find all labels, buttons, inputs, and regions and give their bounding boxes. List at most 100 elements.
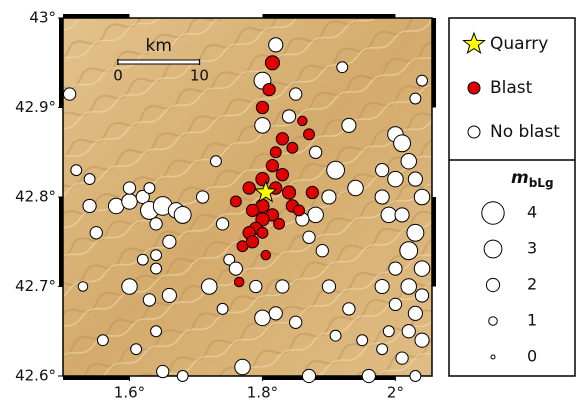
size-legend-label: 1 xyxy=(527,311,537,330)
event-marker xyxy=(163,235,176,248)
legend xyxy=(449,18,575,376)
event-marker xyxy=(78,282,88,292)
legend-label: No blast xyxy=(490,122,560,142)
event-marker xyxy=(395,208,409,222)
event-marker xyxy=(196,191,208,203)
event-marker xyxy=(177,371,188,382)
event-marker xyxy=(302,369,315,382)
event-marker xyxy=(282,186,295,199)
event-marker xyxy=(389,298,401,310)
scale-bar xyxy=(118,60,199,64)
size-legend-label: 4 xyxy=(527,203,537,222)
event-marker xyxy=(157,365,169,377)
event-marker xyxy=(383,326,394,337)
event-marker xyxy=(389,262,402,275)
event-marker xyxy=(303,231,315,243)
event-marker xyxy=(342,118,356,132)
event-marker xyxy=(90,227,102,239)
event-marker xyxy=(388,171,404,187)
frame-bar xyxy=(432,18,436,108)
map-figure: 1.6°1.8°2°42.6°42.7°42.8°42.9°43°km010Qu… xyxy=(0,0,577,405)
event-marker xyxy=(123,182,135,194)
event-marker xyxy=(131,344,142,355)
size-legend-label: 3 xyxy=(527,239,537,258)
y-tick-label: 42.8° xyxy=(15,188,56,206)
event-marker xyxy=(256,101,268,113)
event-marker xyxy=(316,245,328,257)
frame-bar xyxy=(432,197,436,287)
event-marker xyxy=(290,88,302,100)
size-legend-title-sub: bLg xyxy=(529,176,554,190)
event-marker xyxy=(287,142,298,153)
x-tick-label: 2° xyxy=(387,384,404,402)
event-marker xyxy=(362,369,375,382)
event-marker xyxy=(304,129,315,140)
event-marker xyxy=(357,335,368,346)
event-marker xyxy=(290,316,302,328)
event-marker xyxy=(408,306,422,320)
event-marker xyxy=(415,289,428,302)
event-marker xyxy=(269,307,282,320)
event-marker xyxy=(143,294,155,306)
event-marker xyxy=(255,118,271,133)
x-tick-label: 1.6° xyxy=(114,384,145,402)
event-marker xyxy=(255,310,271,326)
event-marker xyxy=(274,218,285,229)
event-marker xyxy=(84,174,95,185)
event-marker xyxy=(246,236,258,248)
event-marker xyxy=(375,279,389,293)
event-marker xyxy=(150,218,162,230)
event-marker xyxy=(137,254,148,265)
frame-bar xyxy=(59,197,63,287)
event-marker xyxy=(151,263,162,274)
y-tick-label: 42.6° xyxy=(15,367,56,385)
event-marker xyxy=(234,277,244,287)
legend-label: Blast xyxy=(490,78,533,98)
event-marker xyxy=(415,333,429,347)
legend-marker xyxy=(468,82,480,94)
y-tick-label: 42.9° xyxy=(15,98,56,116)
event-marker xyxy=(327,161,345,179)
event-marker xyxy=(151,326,162,337)
event-marker xyxy=(250,280,262,292)
event-marker xyxy=(381,207,397,223)
event-marker xyxy=(377,344,388,355)
event-marker xyxy=(394,135,411,152)
event-marker xyxy=(235,359,251,375)
event-marker xyxy=(343,303,355,315)
frame-bar xyxy=(63,376,129,380)
size-legend-label: 0 xyxy=(527,347,537,366)
event-marker xyxy=(375,190,389,204)
size-legend-marker xyxy=(482,202,504,224)
legend-marker xyxy=(468,126,480,138)
event-marker xyxy=(174,206,191,223)
frame-bar xyxy=(262,14,395,18)
event-marker xyxy=(417,75,428,86)
frame-bar xyxy=(59,18,63,108)
event-marker xyxy=(122,279,138,295)
event-marker xyxy=(261,250,271,260)
event-marker xyxy=(263,83,275,95)
event-marker xyxy=(400,242,418,260)
event-marker xyxy=(276,133,288,145)
legend-label: Quarry xyxy=(490,34,548,54)
event-marker xyxy=(229,262,242,275)
scale-bar-label: km xyxy=(145,36,171,56)
size-legend-label: 2 xyxy=(527,275,537,294)
event-marker xyxy=(243,182,255,194)
event-marker xyxy=(162,288,176,302)
event-marker xyxy=(202,279,218,295)
event-marker xyxy=(298,116,308,126)
size-legend-marker xyxy=(489,317,498,326)
event-marker xyxy=(270,147,281,158)
event-marker xyxy=(144,183,155,194)
event-marker xyxy=(322,190,336,204)
event-marker xyxy=(306,186,318,198)
event-marker xyxy=(210,156,221,167)
event-marker xyxy=(230,196,241,207)
event-marker xyxy=(83,199,96,212)
event-marker xyxy=(269,38,283,52)
event-marker xyxy=(257,227,268,238)
event-marker xyxy=(407,224,424,241)
event-marker xyxy=(348,180,364,196)
